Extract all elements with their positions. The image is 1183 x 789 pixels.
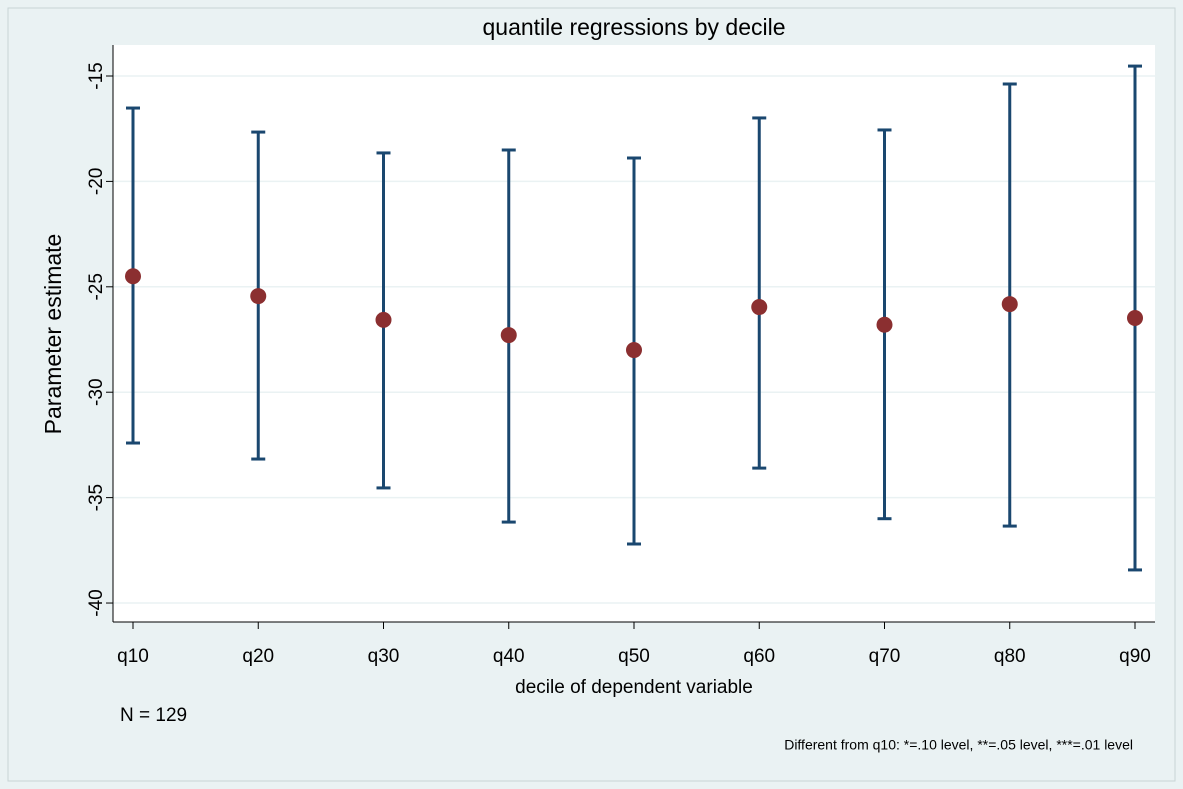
point [125,268,141,285]
y-tick-label: -35 [86,484,107,511]
x-tick-label: q40 [493,646,525,667]
x-tick-label: q30 [368,646,400,667]
x-tick-label: q60 [743,646,775,667]
x-tick-label: q20 [242,646,274,667]
x-tick-label: q50 [618,646,650,667]
point [876,316,893,333]
plot-layer: -15 -20 -25 -30 -35 -40 q10 q20 q30 q40 q50 q60 q70 q… [86,45,1155,667]
y-tick-label: -40 [86,589,107,616]
chart-title: quantile regressions by decile [482,14,785,40]
point [375,311,392,328]
x-tick-label: q80 [994,646,1026,667]
point [1127,310,1143,327]
point [1001,296,1018,313]
x-tick-label: q10 [117,646,149,667]
point [500,327,517,344]
y-tick-label: -20 [86,168,107,195]
point [751,299,768,316]
x-tick-label: q70 [869,646,901,667]
caption: Different from q10: *=.10 level, **=.05 … [784,737,1133,753]
point [626,342,642,359]
y-tick-label: -30 [86,378,107,405]
y-tick-label: -15 [86,62,107,89]
x-tick-label: q90 [1119,646,1151,667]
y-axis-title: Parameter estimate [40,234,66,435]
note: N = 129 [120,705,187,726]
y-tick-label: -25 [86,273,107,300]
x-axis-title: decile of dependent variable [515,677,753,698]
point [250,288,267,305]
